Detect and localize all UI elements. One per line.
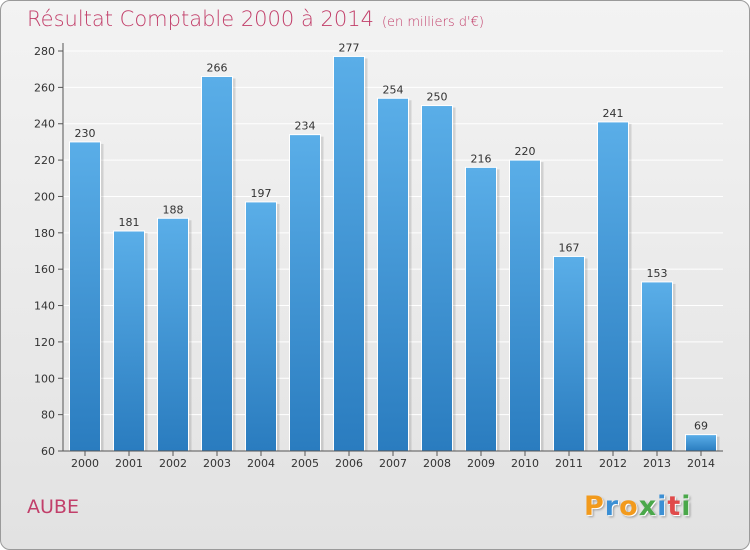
bar-2005[interactable] [289,134,321,452]
commune-name: AUBE [27,496,79,518]
proxiti-logo[interactable]: Proxiti [584,491,692,522]
x-tick-label: 2012 [599,457,627,470]
logo-letter: t [667,491,682,522]
y-tick-label: 240 [34,118,55,131]
bar-value-label: 230 [75,127,96,140]
y-tick-label: 200 [34,190,55,203]
y-tick-label: 120 [34,336,55,349]
bar-2011[interactable] [553,255,585,452]
bar-value-label: 197 [251,187,272,200]
x-tick-label: 2005 [291,457,319,470]
bar-2014[interactable] [685,434,717,452]
y-tick-label: 280 [34,45,55,58]
x-tick-label: 2004 [247,457,275,470]
bar-value-label: 216 [471,152,492,165]
bar-2013[interactable] [641,281,673,452]
logo-letter: x [638,491,658,522]
x-tick-label: 2008 [423,457,451,470]
bar-value-label: 69 [694,420,708,433]
bar-value-label: 254 [383,83,404,96]
bar-value-label: 181 [119,216,140,229]
bar-value-label: 234 [295,120,316,133]
chart-title: Résultat Comptable 2000 à 2014 [27,7,374,31]
x-tick-label: 2007 [379,457,407,470]
chart-subtitle: (en milliers d'€) [381,15,484,30]
axes: 60 80 100 120 140 160 180 200 220 240 260 280 2000 20… [34,43,723,470]
x-tick-label: 2011 [555,457,583,470]
x-tick-label: 2014 [687,457,715,470]
bar-value-label: 250 [427,91,448,104]
logo-letter: P [584,491,605,522]
y-tick-label: 80 [41,409,55,422]
bar-2009[interactable] [465,166,497,452]
x-tick-label: 2009 [467,457,495,470]
logo-letter: i [681,491,692,522]
bar-value-label: 266 [207,61,228,74]
bar-2012[interactable] [597,121,629,452]
y-tick-label: 100 [34,372,55,385]
bar-2007[interactable] [377,97,409,452]
x-tick-label: 2002 [159,457,187,470]
x-tick-label: 2006 [335,457,363,470]
bar-2003[interactable] [201,75,233,452]
x-tick-label: 2001 [115,457,143,470]
y-tick-label: 180 [34,227,55,240]
bar-2010[interactable] [509,159,541,452]
bar-value-label: 153 [647,267,668,280]
y-tick-label: 160 [34,263,55,276]
bar-2004[interactable] [245,201,277,452]
bar-2002[interactable] [157,217,189,452]
bar-value-label: 167 [559,241,580,254]
bar-2000[interactable] [69,141,101,452]
bar-2001[interactable] [113,230,145,452]
logo-letter: r [604,491,620,522]
bar-value-label: 277 [339,41,360,54]
y-tick-label: 260 [34,81,55,94]
x-tick-label: 2000 [71,457,99,470]
x-tick-label: 2013 [643,457,671,470]
logo-letter: o [619,491,639,522]
bar-value-label: 220 [515,145,536,158]
bar-value-label: 241 [603,107,624,120]
bars: 230 181 188 266 197 234 277 254 250 216 220 167 241 1… [69,41,720,452]
y-tick-label: 140 [34,300,55,313]
bar-2008[interactable] [421,105,453,452]
bar-2006[interactable] [333,55,365,452]
y-tick-label: 60 [41,445,55,458]
x-tick-label: 2003 [203,457,231,470]
logo-letter: i [657,491,668,522]
bar-value-label: 188 [163,203,184,216]
y-tick-label: 220 [34,154,55,167]
chart-title-row: Résultat Comptable 2000 à 2014 (en millie… [27,7,484,31]
x-tick-label: 2010 [511,457,539,470]
